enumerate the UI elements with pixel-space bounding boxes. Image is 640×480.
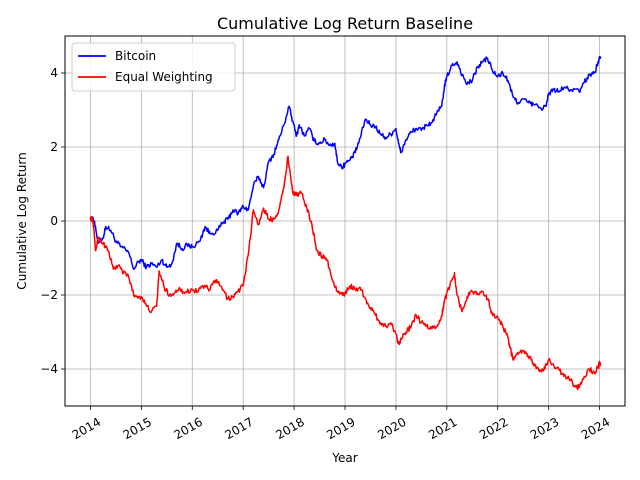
x-tick-label: 2024: [579, 415, 612, 442]
x-tick-label: 2019: [324, 415, 357, 442]
y-tick-label: 0: [50, 214, 58, 228]
x-tick-label: 2014: [70, 415, 103, 442]
x-axis-label: Year: [331, 451, 357, 465]
chart-title: Cumulative Log Return Baseline: [217, 14, 473, 33]
legend-entry: Equal Weighting: [115, 70, 213, 84]
y-tick-label: −4: [40, 362, 58, 376]
x-tick-label: 2021: [426, 415, 459, 442]
legend-entry: Bitcoin: [115, 49, 156, 63]
x-tick-label: 2018: [273, 415, 306, 442]
x-tick-label: 2020: [375, 415, 408, 442]
y-axis: −4 −2 0 2 4: [40, 66, 65, 376]
y-tick-label: 2: [50, 140, 58, 154]
x-tick-label: 2023: [528, 415, 561, 442]
y-tick-label: 4: [50, 66, 58, 80]
x-axis: 2014 2015 2016 2017 2018 2019 2020 2021 2022 2023…: [70, 406, 612, 442]
series-line-bitcoin: [89, 55, 602, 270]
series-layer: [89, 55, 602, 391]
y-axis-label: Cumulative Log Return: [15, 152, 29, 289]
x-tick-label: 2017: [222, 415, 255, 442]
legend: Bitcoin Equal Weighting: [71, 42, 236, 92]
x-tick-label: 2022: [477, 415, 510, 442]
y-tick-label: −2: [40, 288, 58, 302]
x-tick-label: 2015: [121, 415, 154, 442]
legend-box: [71, 42, 236, 92]
series-line-equal-weighting: [89, 155, 602, 391]
x-tick-label: 2016: [172, 415, 205, 442]
